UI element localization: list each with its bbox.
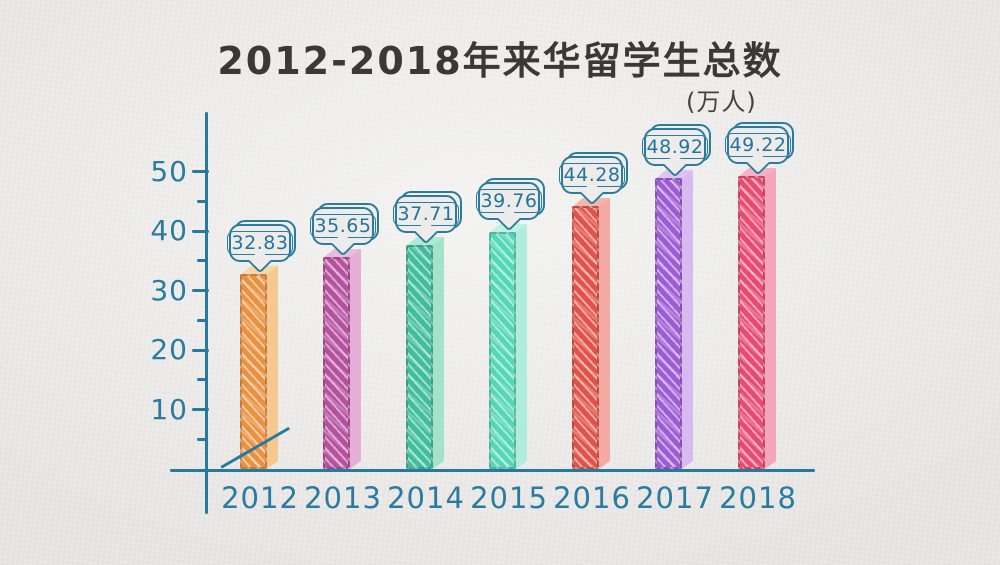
y-minor-tick xyxy=(197,437,208,441)
x-tick-label: 2015 xyxy=(470,481,548,515)
y-tick-label: 30 xyxy=(150,273,188,307)
y-tick-label: 10 xyxy=(150,392,188,426)
bar-side-face xyxy=(765,168,776,469)
bar-front-face xyxy=(655,178,682,469)
bar-side-face xyxy=(599,198,610,469)
y-major-tick xyxy=(192,408,209,411)
value-callout: 48.92 xyxy=(641,128,709,178)
bar-side-face xyxy=(516,224,527,469)
bar-front-face xyxy=(323,257,350,469)
y-major-tick xyxy=(192,170,209,173)
bar-side-face xyxy=(682,170,693,469)
x-axis-line xyxy=(170,469,815,472)
y-major-tick xyxy=(192,229,209,233)
bar-front-face xyxy=(738,176,765,469)
y-minor-tick xyxy=(197,378,208,382)
y-tick-label: 20 xyxy=(150,333,188,366)
x-tick-label: 2016 xyxy=(553,481,631,515)
bar-front-face xyxy=(572,206,599,469)
y-tick-label: 50 xyxy=(150,154,188,188)
chart-title: 2012-2018年来华留学生总数 xyxy=(217,39,783,83)
y-major-tick xyxy=(192,289,209,292)
value-callout: 32.83 xyxy=(226,224,294,274)
bar-side-face xyxy=(433,237,444,469)
bar-front-face xyxy=(489,232,516,469)
y-tick-label: 40 xyxy=(150,214,188,247)
y-axis-line xyxy=(205,112,208,514)
value-callout: 49.22 xyxy=(724,126,792,176)
value-callout: 37.71 xyxy=(392,195,460,245)
x-tick-label: 2018 xyxy=(719,481,797,515)
chart-unit-label: (万人) xyxy=(686,88,757,116)
x-tick-label: 2012 xyxy=(221,481,299,515)
bar-front-face xyxy=(406,245,433,469)
value-callout: 35.65 xyxy=(309,207,377,257)
y-minor-tick xyxy=(197,199,208,203)
y-minor-tick xyxy=(197,318,208,322)
bar-front-face xyxy=(240,274,267,469)
y-minor-tick xyxy=(197,259,208,263)
bar-side-face xyxy=(350,249,361,469)
bar-side-face xyxy=(267,266,278,469)
y-major-tick xyxy=(192,348,209,352)
x-tick-label: 2017 xyxy=(636,481,714,515)
value-callout: 39.76 xyxy=(475,182,543,232)
x-tick-label: 2013 xyxy=(304,481,382,515)
x-tick-label: 2014 xyxy=(387,481,465,515)
value-callout: 44.28 xyxy=(558,156,626,206)
